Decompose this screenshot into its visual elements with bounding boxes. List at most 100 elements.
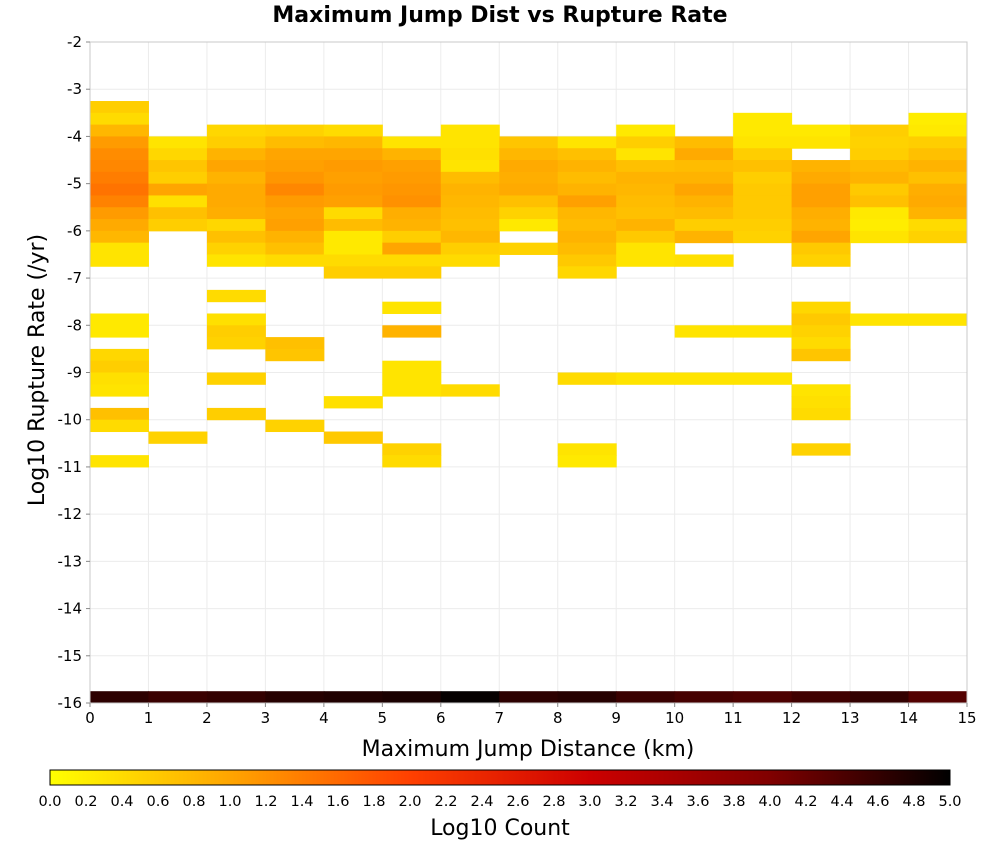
heatmap-cell	[616, 230, 676, 244]
heatmap-cell	[499, 160, 559, 173]
colorbar-tick-label: 0.0	[38, 794, 61, 810]
heatmap-cell	[148, 207, 208, 220]
heatmap-cell	[265, 148, 325, 161]
heatmap-cell	[791, 124, 851, 137]
colorbar-label: Log10 Count	[430, 816, 570, 841]
heatmap-cell	[674, 372, 734, 385]
y-tick-label: -4	[67, 127, 82, 145]
heatmap-cell	[674, 325, 734, 338]
colorbar-tick-label: 0.8	[182, 794, 205, 810]
heatmap-cell	[206, 289, 266, 303]
heatmap-cell	[791, 183, 851, 196]
heatmap-cell-bottom	[791, 691, 851, 703]
colorbar-ticks: 0.0 0.2 0.4 0.6 0.8 1.0 1.2 1.4 1.6 1.8 2.0 2.2 2.4 2…	[38, 794, 961, 810]
heatmap-cell	[206, 219, 266, 232]
heatmap-cell	[616, 242, 676, 255]
heatmap-cell	[557, 372, 617, 385]
x-tick-label: 7	[494, 709, 504, 727]
colorbar-tick-label: 4.6	[866, 794, 889, 810]
y-tick-label: -2	[67, 33, 82, 51]
heatmap-cell	[90, 160, 149, 173]
heatmap-cell	[499, 183, 559, 196]
colorbar-tick-label: 4.8	[902, 794, 925, 810]
heatmap-cell	[382, 160, 442, 173]
heatmap-cell	[791, 384, 851, 397]
heatmap-cell	[440, 254, 500, 267]
heatmap-cell	[148, 171, 208, 185]
heatmap-cell	[323, 136, 383, 149]
heatmap-cell	[850, 230, 910, 244]
heatmap-cell	[382, 136, 442, 149]
heatmap-cell	[206, 325, 266, 338]
heatmap-cell	[616, 136, 676, 149]
heatmap-cell	[265, 254, 325, 267]
heatmap-cell	[733, 171, 793, 185]
heatmap-cell	[557, 148, 617, 161]
heatmap-cell	[206, 407, 266, 421]
heatmap-cell	[265, 183, 325, 196]
heatmap-cell	[323, 148, 383, 161]
heatmap-cell	[791, 136, 851, 149]
heatmap-cell	[148, 148, 208, 161]
x-tick-label: 14	[899, 709, 918, 727]
heatmap-cell	[382, 325, 442, 338]
y-tick-label: -7	[67, 269, 82, 287]
heatmap-cell	[90, 254, 149, 267]
heatmap-cell	[733, 325, 793, 338]
x-tick-label: 10	[665, 709, 684, 727]
heatmap-cell-bottom	[908, 691, 968, 703]
y-tick-label: -6	[67, 222, 82, 240]
colorbar-tick-label: 1.0	[218, 794, 241, 810]
heatmap-cell	[616, 219, 676, 232]
heatmap-cell	[908, 313, 968, 326]
heatmap-cell	[791, 325, 851, 338]
heatmap-cell	[90, 207, 149, 220]
heatmap-cell	[557, 136, 617, 149]
heatmap-cell	[616, 171, 676, 185]
heatmap-cell	[382, 242, 442, 255]
colorbar-tick-label: 0.6	[146, 794, 169, 810]
heatmap-cell	[148, 136, 208, 149]
heatmap-cell	[674, 230, 734, 244]
heatmap-cell	[382, 301, 442, 314]
heatmap-cell	[382, 372, 442, 385]
heatmap-cell	[206, 207, 266, 220]
heatmap-cell	[382, 254, 442, 267]
y-tick-label: -16	[58, 694, 83, 712]
heatmap-cell	[499, 171, 559, 185]
heatmap-cell	[440, 384, 500, 397]
colorbar-tick-label: 2.0	[398, 794, 421, 810]
heatmap-cell	[206, 183, 266, 196]
heatmap-cell	[265, 348, 325, 362]
heatmap-cell	[90, 136, 149, 149]
heatmap-cell	[323, 195, 383, 208]
y-tick-label: -12	[58, 505, 83, 523]
heatmap-cell	[90, 148, 149, 161]
x-tick-label: 4	[319, 709, 329, 727]
heatmap-cell	[557, 242, 617, 255]
heatmap-cell	[90, 360, 149, 373]
heatmap-cell	[733, 136, 793, 149]
heatmap-cell	[265, 242, 325, 255]
heatmap-cell	[382, 266, 442, 279]
heatmap-cell	[557, 455, 617, 468]
heatmap-cell	[557, 160, 617, 173]
heatmap-cell	[908, 112, 968, 126]
heatmap-cell	[90, 372, 149, 385]
heatmap-cell	[440, 171, 500, 185]
heatmap-cell	[791, 242, 851, 255]
y-tick-label: -15	[58, 647, 83, 665]
heatmap-cell	[850, 124, 910, 137]
heatmap-cell	[382, 148, 442, 161]
heatmap-cell	[850, 160, 910, 173]
heatmap-cell	[791, 337, 851, 350]
x-tick-label: 1	[144, 709, 154, 727]
heatmap-cell-bottom	[733, 691, 793, 703]
heatmap-cell	[791, 313, 851, 326]
heatmap-cell	[557, 443, 617, 456]
heatmap-cell	[733, 207, 793, 220]
heatmap-cell	[90, 219, 149, 232]
heatmap-cell	[323, 266, 383, 279]
heatmap-cell	[440, 183, 500, 196]
heatmap-cell	[382, 443, 442, 456]
